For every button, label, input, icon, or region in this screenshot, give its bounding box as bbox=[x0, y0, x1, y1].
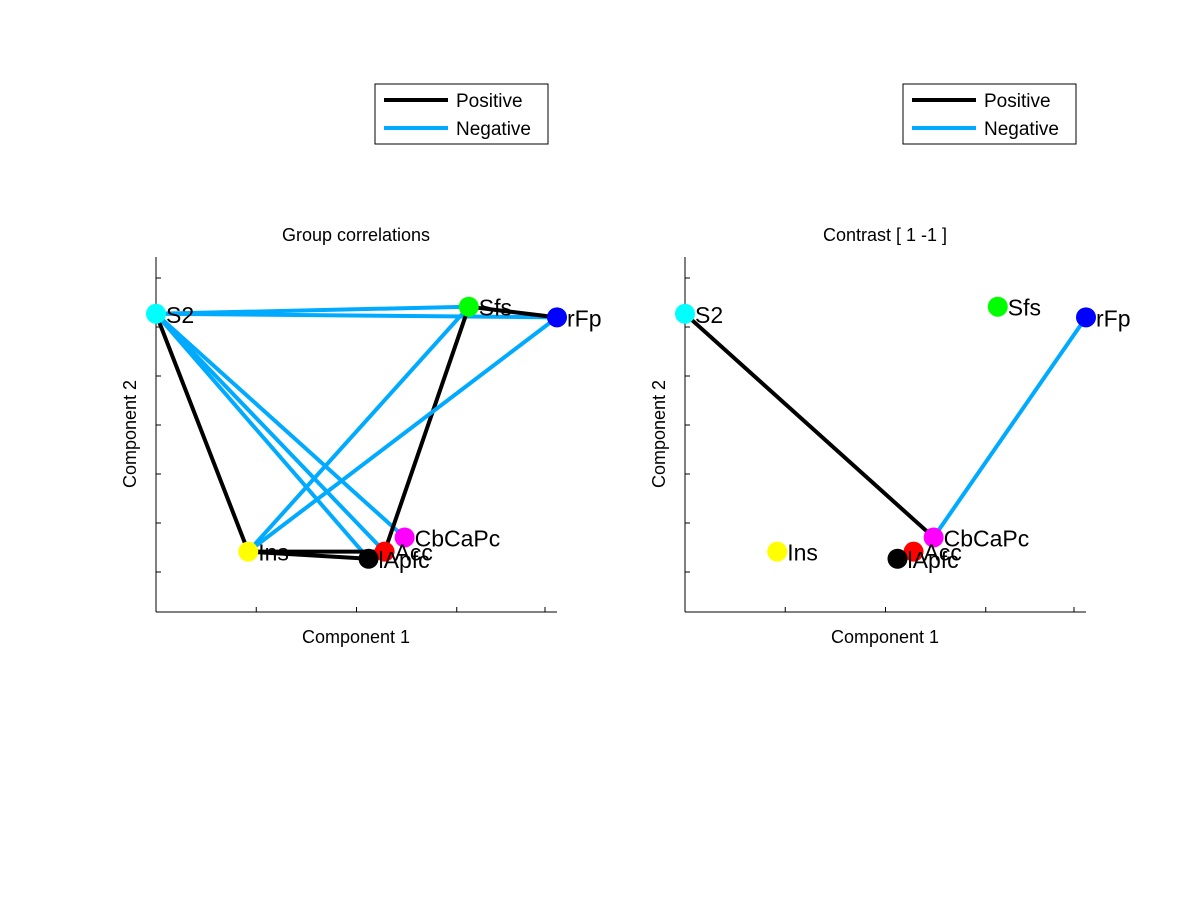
chart-contrast: Positive Negative Contrast [ 1 -1 ] Comp… bbox=[649, 83, 1131, 647]
node-label-sfs: Sfs bbox=[1008, 295, 1041, 321]
node-label-ins: Ins bbox=[787, 540, 818, 566]
node-label-sfs: Sfs bbox=[479, 295, 512, 321]
chart-title: Contrast [ 1 -1 ] bbox=[823, 225, 947, 245]
edge-sfs-rfp-positive bbox=[466, 304, 559, 320]
legend-label-negative: Negative bbox=[984, 119, 1059, 140]
node-lapfc bbox=[887, 548, 908, 569]
legend: Positive Negative bbox=[374, 83, 549, 145]
node-label-rfp: rFp bbox=[567, 305, 602, 331]
legend: Positive Negative bbox=[902, 83, 1077, 145]
legend-label-positive: Positive bbox=[984, 91, 1051, 112]
node-cbcapc bbox=[394, 527, 415, 548]
node-label-rfp: rFp bbox=[1096, 305, 1131, 331]
node-label-cbcapc: CbCaPc bbox=[415, 525, 501, 551]
chart-title: Group correlations bbox=[282, 225, 430, 245]
node-acc bbox=[903, 541, 924, 562]
node-cbcapc bbox=[923, 527, 944, 548]
node-label-lapfc: lApfc bbox=[379, 547, 430, 573]
node-ins bbox=[238, 541, 259, 562]
legend-label-positive: Positive bbox=[456, 91, 523, 112]
edge-s2-acc-negative bbox=[154, 311, 387, 554]
node-sfs bbox=[987, 296, 1008, 317]
x-axis-label: Component 1 bbox=[302, 627, 410, 647]
node-label-acc: Acc bbox=[924, 540, 962, 566]
node-acc bbox=[374, 541, 395, 562]
edge-rfp-cbcapc-negative bbox=[931, 315, 1088, 540]
node-sfs bbox=[458, 296, 479, 317]
legend-label-negative: Negative bbox=[456, 119, 531, 140]
node-label-lapfc: lApfc bbox=[908, 547, 959, 573]
edge-s2-rfp-negative bbox=[154, 311, 559, 320]
x-axis-label: Component 1 bbox=[831, 627, 939, 647]
edge-sfs-acc-positive bbox=[382, 304, 471, 554]
y-axis-label: Component 2 bbox=[649, 380, 669, 488]
node-label-cbcapc: CbCaPc bbox=[944, 525, 1030, 551]
edge-sfs-ins-negative bbox=[246, 304, 471, 554]
node-s2 bbox=[675, 303, 695, 324]
node-label-ins: Ins bbox=[258, 540, 289, 566]
edges bbox=[683, 311, 1088, 540]
edge-s2-lapfc-negative bbox=[154, 311, 371, 561]
edge-rfp-ins-negative bbox=[246, 315, 559, 554]
edges bbox=[154, 304, 559, 561]
y-axis-label: Component 2 bbox=[120, 380, 140, 488]
edge-s2-ins-positive bbox=[154, 311, 251, 554]
node-ins bbox=[767, 541, 788, 562]
node-label-s2: S2 bbox=[166, 302, 194, 328]
node-s2 bbox=[146, 303, 166, 324]
node-lapfc bbox=[358, 548, 379, 569]
node-rfp bbox=[1076, 307, 1096, 328]
edge-s2-cbcapc-positive bbox=[683, 311, 936, 540]
edge-s2-cbcapc-negative bbox=[154, 311, 407, 540]
node-label-acc: Acc bbox=[395, 540, 433, 566]
legend-box bbox=[374, 83, 549, 145]
node-rfp bbox=[547, 307, 567, 328]
node-label-s2: S2 bbox=[695, 302, 723, 328]
chart-group-correlations: Positive Negative Group correlations Com… bbox=[120, 83, 602, 647]
axis-ticks bbox=[684, 277, 1075, 612]
legend-box bbox=[902, 83, 1077, 145]
